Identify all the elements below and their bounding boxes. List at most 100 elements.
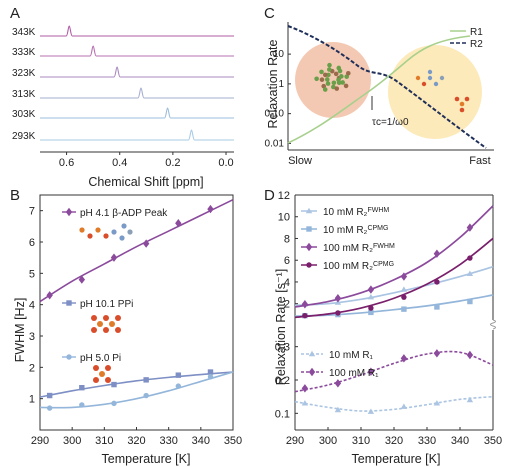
spectrum-label: 313K [12, 89, 36, 100]
panel-b-data-point [46, 392, 53, 399]
protein-blob [319, 77, 325, 82]
panel-d-data-point [302, 312, 308, 319]
panel-a-x-tick-label: 0.6 [59, 157, 74, 169]
spectrum-label: 303K [12, 109, 36, 120]
axis-break-icon [490, 319, 496, 330]
panel-b-fit-line [39, 198, 234, 303]
panel-d-data-point [433, 349, 441, 358]
panel-a-xlabel: Chemical Shift [ppm] [88, 175, 203, 189]
panel-d-fit-line [294, 294, 494, 318]
panel-b-legend-marker [65, 207, 73, 217]
panel-b-data-point [111, 400, 117, 407]
panel-d-legend-label: 10 mM R₂FWHM [323, 207, 389, 219]
atom [427, 75, 433, 81]
panel-d-data-point [301, 384, 309, 393]
panel-d-legend-label: 100 mM R₂CPMG [323, 261, 394, 273]
protein-blob [314, 76, 319, 82]
protein-blob [326, 67, 332, 72]
protein-blob [343, 83, 349, 89]
slow-tumbling-circle [295, 42, 371, 118]
panel-d-data-point [335, 310, 341, 316]
panel-d-y-tick-label: 8 [284, 233, 290, 245]
panel-d-fit-line [294, 205, 494, 308]
spectrum-label: 343K [12, 27, 36, 38]
panel-c-y-tick-label: 10 [273, 49, 285, 60]
atom [111, 229, 117, 235]
panel-a-x-tick-label: 0.4 [112, 157, 127, 169]
protein-blob [339, 74, 344, 79]
panel-b-data-point [79, 385, 85, 391]
panel-d-data-point [401, 294, 407, 300]
panel-d-legend-marker [308, 367, 316, 377]
panel-b-y-tick-label: 3 [29, 331, 35, 343]
panel-b-legend-label: pH 10.1 PPi [80, 299, 133, 310]
panel-b-data-point [175, 383, 182, 389]
panel-d-data-point [434, 304, 440, 310]
panel-label-d: D [264, 187, 275, 204]
protein-blob [319, 69, 324, 75]
protein-blob [323, 72, 328, 78]
panel-d-data-point [400, 354, 408, 363]
panel-b-data-point [142, 239, 150, 248]
atom [109, 321, 115, 327]
panel-d-data-point [367, 367, 375, 376]
panel-d-data-point [334, 379, 342, 388]
atom [115, 315, 121, 321]
panel-b-x-tick-label: 310 [95, 435, 113, 447]
panel-c-y-tick-label: 0.01 [265, 138, 285, 149]
spectrum-trace [40, 87, 234, 99]
panel-d-y-tick-label: 4 [284, 277, 290, 289]
panel-d-fit-line-dashed [294, 350, 494, 393]
panel-b-data-point [46, 405, 53, 411]
panel-b-data-point [79, 402, 85, 408]
panel-d-data-point [400, 286, 408, 292]
adp-molecule-icon [79, 223, 133, 241]
atom [95, 227, 101, 233]
atom [127, 229, 133, 235]
panel-c-legend-label: R2 [470, 39, 483, 50]
panel-b-data-point [207, 204, 214, 214]
panel-c-y-tick-label: 1 [278, 79, 284, 90]
panel-b-y-tick-label: 6 [29, 237, 35, 249]
panel-d-y-tick-label: 0.3 [275, 342, 290, 354]
spectrum-trace [40, 25, 234, 37]
panel-b-legend-label: pH 5.0 Pi [80, 353, 121, 364]
atom [454, 96, 460, 102]
panel-a-x-tick-label: 0.2 [165, 157, 180, 169]
panel-b-data-point [207, 374, 214, 380]
spectrum-trace [40, 129, 234, 141]
panel-b-y-tick-label: 4 [29, 300, 35, 312]
panel-d-legend-label: 100 mM R₁ [329, 368, 379, 379]
phosphate-icon [454, 96, 470, 113]
pi-molecule-icon [93, 365, 111, 383]
atom [103, 327, 109, 333]
panel-b-frame [39, 194, 234, 431]
panel-d-y-tick-label: 12 [278, 190, 290, 202]
panel-d-x-tick-label: 340 [451, 435, 469, 447]
panel-d-xlabel: Temperature [K] [352, 452, 441, 466]
panel-d-legend-marker [306, 226, 312, 232]
spectrum-trace [40, 45, 234, 57]
spectrum-label: 293K [12, 131, 36, 142]
panel-d-legend-marker [306, 262, 312, 268]
panel-d-x-tick-label: 330 [418, 435, 436, 447]
panel-d-data-point [467, 298, 473, 305]
atom [87, 233, 93, 239]
panel-d-relaxation-chart: 290 300 310 320 330 340 350 2 4 6 8 10 12 0.1 0.2 0.3 10… [275, 190, 502, 447]
protein-blob [336, 77, 341, 83]
panel-d-fit-line [294, 265, 494, 307]
protein-blob [331, 84, 336, 90]
panel-b-x-tick-label: 340 [192, 435, 210, 447]
panel-c-x-label-fast: Fast [469, 155, 490, 167]
panel-d-data-point [466, 396, 474, 403]
panel-d-legend-label: 10 mM R₁ [329, 350, 374, 361]
atom [433, 81, 439, 87]
panel-b-x-tick-label: 350 [224, 435, 242, 447]
panel-d-ylabel: Relaxation Rate [s⁻¹] [274, 269, 288, 385]
panel-label-b: B [10, 187, 20, 204]
panel-d-data-point [301, 400, 309, 406]
panel-d-legend-marker [305, 207, 313, 214]
panel-d-y-tick-label: 6 [284, 255, 290, 267]
panel-d-data-point [367, 408, 375, 414]
panel-d-x-tick-label: 320 [385, 435, 403, 447]
